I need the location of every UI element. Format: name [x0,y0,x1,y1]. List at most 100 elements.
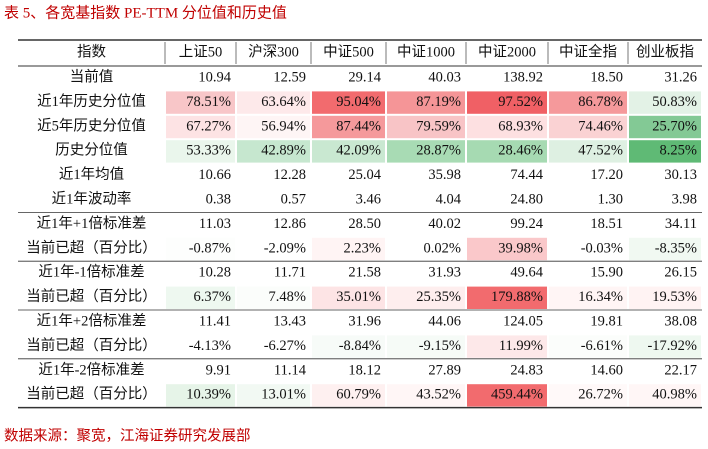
cell-background [166,384,235,407]
table-title: 表 5、各宽基指数 PE-TTM 分位值和历史值 [4,4,287,21]
cell-value: 28.87% [416,143,461,159]
cell-value: 35.98 [428,167,461,183]
cell-value: 35.01% [336,289,381,305]
cell-value: 16.34% [578,289,623,305]
cell-value: 42.89% [261,143,306,159]
cell-value: 22.17 [664,362,697,378]
column-header: 沪深300 [248,43,299,60]
cell-background [629,115,701,139]
cell-background [166,91,235,114]
cell-value: -6.61% [581,338,623,354]
cell-background [312,384,385,407]
cell-background [166,237,235,261]
cell-background [549,335,627,358]
cell-value: 68.93% [498,118,543,134]
cell-value: -2.09% [264,240,306,256]
cell-value: 31.96 [348,314,381,330]
cell-background [237,115,310,139]
cell-value: 28.46% [498,143,543,159]
cell-value: 79.59% [416,118,461,134]
cell-value: 86.78% [578,94,623,110]
cell-value: -9.15% [419,338,461,354]
cell-value: 63.64% [261,94,306,110]
cell-value: 10.28 [198,265,231,281]
cell-background [467,237,547,261]
cell-value: 87.19% [416,94,461,110]
cell-value: 0.02% [424,240,461,256]
cell-background [166,115,235,139]
column-header: 中证500 [323,43,374,60]
cell-value: -0.87% [189,240,231,256]
cell-value: 40.02 [428,216,461,232]
cell-value: 19.53% [652,289,697,305]
cell-value: 95.04% [336,94,381,110]
column-header: 创业板指 [636,42,694,60]
cell-value: 26.72% [578,387,623,403]
cell-background [549,384,627,407]
cell-value: 12.59 [273,70,306,86]
cell-value: 11.99% [499,338,543,354]
cell-background [312,115,385,139]
cell-background [237,286,310,309]
cell-value: 4.04 [436,192,462,208]
column-header: 指数 [77,43,106,60]
cell-background [166,335,235,358]
cell-background [549,115,627,139]
cell-value: 6.37% [194,289,231,305]
cell-background [312,140,385,163]
cell-background [166,140,235,163]
cell-value: 49.64 [510,265,543,281]
cell-background [387,286,465,309]
cell-value: 8.25% [660,143,697,159]
cell-background [387,384,465,407]
cell-value: 31.26 [664,70,697,86]
row-label: 近1年波动率 [52,191,132,208]
row-label: 历史分位值 [55,142,128,159]
cell-value: 47.52% [578,143,623,159]
cell-value: 17.20 [590,167,623,183]
cell-value: 87.44% [336,118,381,134]
cell-background [237,335,310,358]
cell-value: 9.91 [206,362,231,378]
cell-background [629,140,701,163]
cell-value: 10.39% [186,387,231,403]
cell-value: 56.94% [261,118,306,134]
row-label: 当前已超（百分比） [26,288,157,305]
cell-value: 44.06 [428,314,461,330]
cell-value: 12.86 [273,216,306,232]
cell-value: 11.71 [274,265,306,281]
row-label: 当前已超（百分比） [26,386,157,403]
row-label: 近1年均值 [59,166,124,183]
cell-background [387,91,465,114]
row-label: 近5年历史分位值 [37,117,146,134]
source-note: 数据来源：聚宽，江海证券研究发展部 [4,427,251,444]
cell-value: 34.11 [665,216,697,232]
row-label: 近1年+2倍标准差 [37,313,147,330]
cell-value: 19.81 [590,314,623,330]
cell-background [387,140,465,163]
cell-value: 0.57 [281,192,306,208]
cell-value: 10.94 [198,70,231,86]
cell-value: -6.27% [264,338,306,354]
cell-background [312,91,385,114]
cell-value: 67.27% [186,118,231,134]
cell-background [387,335,465,358]
cell-value: 138.92 [503,70,543,86]
cell-value: 53.33% [186,143,231,159]
cell-background [237,384,310,407]
cell-background [312,335,385,358]
cell-value: 124.05 [503,314,543,330]
row-label: 近1年历史分位值 [37,93,146,110]
cell-value: 24.80 [510,192,543,208]
row-label: 当前值 [70,69,114,86]
cell-value: 0.38 [206,192,231,208]
cell-background [629,237,701,261]
column-header: 中证全指 [559,42,617,60]
cell-value: 27.89 [428,362,461,378]
row-label: 近1年-2倍标准差 [38,361,144,378]
cell-value: 11.14 [274,362,307,378]
cell-value: 30.13 [664,167,697,183]
cell-background [312,237,385,261]
cell-value: 42.09% [336,143,381,159]
cell-background [629,384,701,407]
